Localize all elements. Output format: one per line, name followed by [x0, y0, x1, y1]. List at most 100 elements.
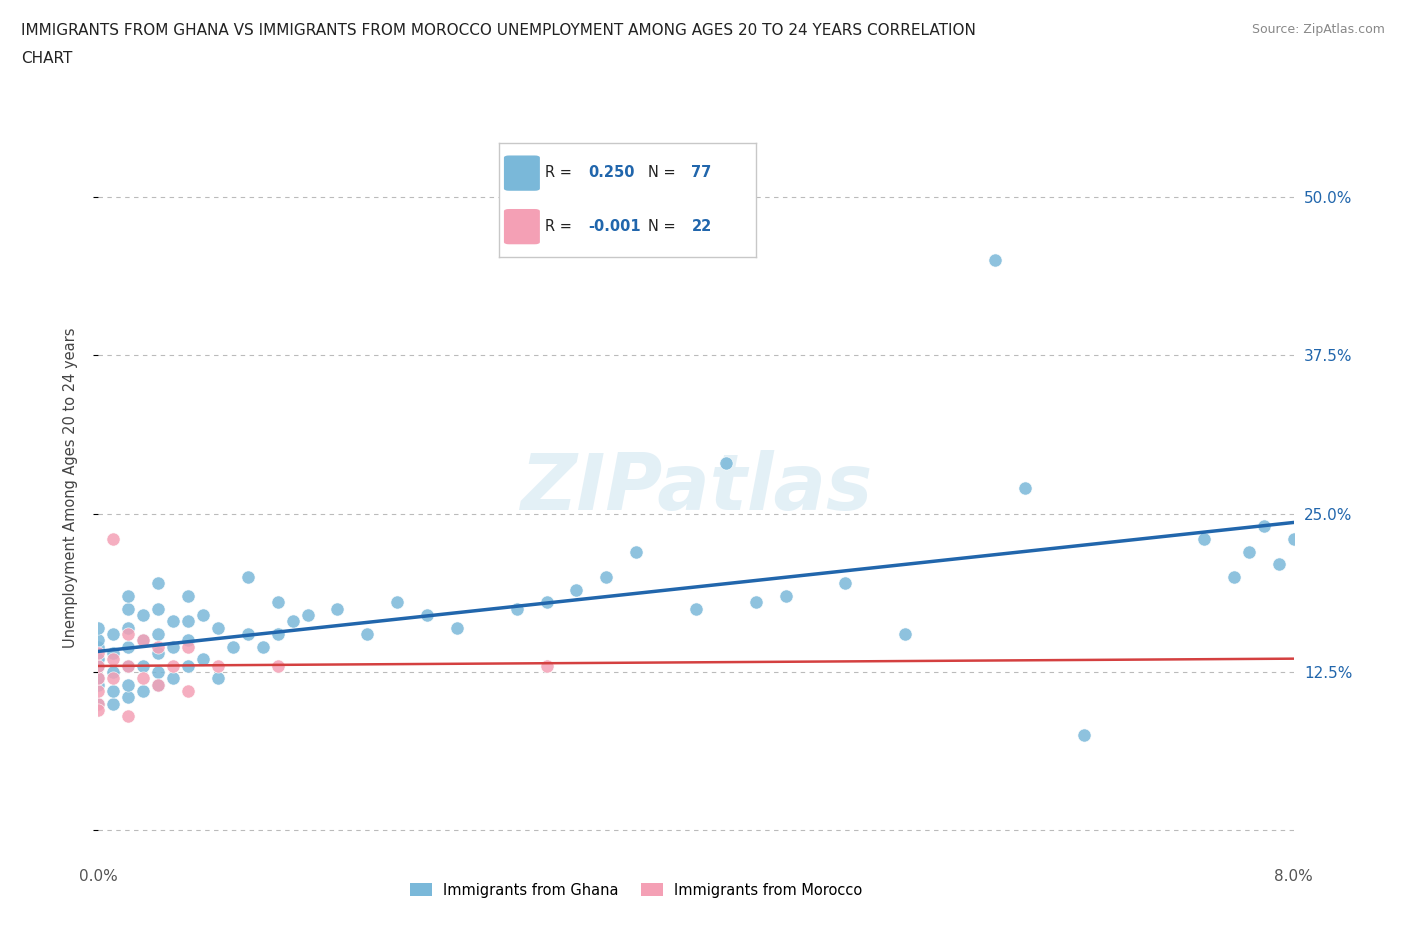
Point	[87, 684, 110, 698]
Point	[103, 671, 125, 685]
Point	[103, 697, 125, 711]
Point	[117, 601, 139, 616]
Point	[745, 595, 768, 610]
Point	[207, 620, 229, 635]
Point	[103, 645, 125, 660]
Point	[117, 658, 139, 673]
Point	[1223, 569, 1246, 584]
Point	[236, 569, 259, 584]
Point	[162, 671, 184, 685]
Point	[148, 627, 170, 642]
Point	[281, 614, 304, 629]
Point	[446, 620, 468, 635]
Point	[207, 671, 229, 685]
Point	[191, 607, 214, 622]
Point	[103, 627, 125, 642]
Point	[117, 690, 139, 705]
Point	[148, 576, 170, 591]
Point	[117, 677, 139, 692]
Point	[162, 658, 184, 673]
Point	[714, 456, 737, 471]
Legend: Immigrants from Ghana, Immigrants from Morocco: Immigrants from Ghana, Immigrants from M…	[404, 877, 869, 903]
Point	[103, 684, 125, 698]
Point	[536, 658, 558, 673]
Point	[385, 595, 409, 610]
Point	[267, 627, 290, 642]
Point	[595, 569, 617, 584]
Point	[984, 253, 1007, 268]
Point	[87, 697, 110, 711]
Point	[685, 601, 707, 616]
Point	[87, 658, 110, 673]
Point	[1192, 531, 1215, 546]
Point	[177, 684, 200, 698]
Point	[148, 639, 170, 654]
Point	[626, 544, 648, 559]
Point	[87, 639, 110, 654]
Point	[87, 697, 110, 711]
Point	[132, 671, 155, 685]
Point	[1014, 481, 1036, 496]
Point	[894, 627, 917, 642]
Point	[103, 652, 125, 667]
Point	[177, 632, 200, 647]
Text: Source: ZipAtlas.com: Source: ZipAtlas.com	[1251, 23, 1385, 36]
Point	[416, 607, 439, 622]
Point	[117, 620, 139, 635]
Text: CHART: CHART	[21, 51, 73, 66]
Point	[132, 607, 155, 622]
Point	[177, 658, 200, 673]
Point	[506, 601, 529, 616]
Point	[252, 639, 274, 654]
Point	[148, 677, 170, 692]
Point	[536, 595, 558, 610]
Point	[236, 627, 259, 642]
Point	[207, 658, 229, 673]
Point	[148, 677, 170, 692]
Point	[177, 639, 200, 654]
Point	[162, 639, 184, 654]
Point	[1073, 728, 1095, 743]
Point	[775, 589, 797, 604]
Point	[267, 595, 290, 610]
Point	[132, 632, 155, 647]
Point	[87, 632, 110, 647]
Point	[87, 671, 110, 685]
Point	[326, 601, 349, 616]
Point	[132, 684, 155, 698]
Point	[87, 652, 110, 667]
Point	[132, 632, 155, 647]
Point	[222, 639, 245, 654]
Point	[267, 658, 290, 673]
Point	[191, 652, 214, 667]
Point	[117, 709, 139, 724]
Point	[87, 645, 110, 660]
Point	[148, 645, 170, 660]
Point	[87, 658, 110, 673]
Text: ZIPatlas: ZIPatlas	[520, 450, 872, 526]
Point	[1282, 531, 1305, 546]
Point	[177, 589, 200, 604]
Y-axis label: Unemployment Among Ages 20 to 24 years: Unemployment Among Ages 20 to 24 years	[63, 328, 77, 648]
Point	[1237, 544, 1260, 559]
Point	[565, 582, 588, 597]
Point	[117, 589, 139, 604]
Point	[148, 665, 170, 680]
Point	[117, 627, 139, 642]
Point	[103, 665, 125, 680]
Point	[117, 658, 139, 673]
Point	[148, 601, 170, 616]
Point	[834, 576, 856, 591]
Text: IMMIGRANTS FROM GHANA VS IMMIGRANTS FROM MOROCCO UNEMPLOYMENT AMONG AGES 20 TO 2: IMMIGRANTS FROM GHANA VS IMMIGRANTS FROM…	[21, 23, 976, 38]
Point	[87, 620, 110, 635]
Point	[103, 531, 125, 546]
Point	[117, 639, 139, 654]
Point	[177, 614, 200, 629]
Point	[162, 614, 184, 629]
Point	[87, 702, 110, 717]
Point	[132, 658, 155, 673]
Point	[1267, 557, 1289, 572]
Point	[1253, 519, 1275, 534]
Point	[297, 607, 319, 622]
Point	[87, 671, 110, 685]
